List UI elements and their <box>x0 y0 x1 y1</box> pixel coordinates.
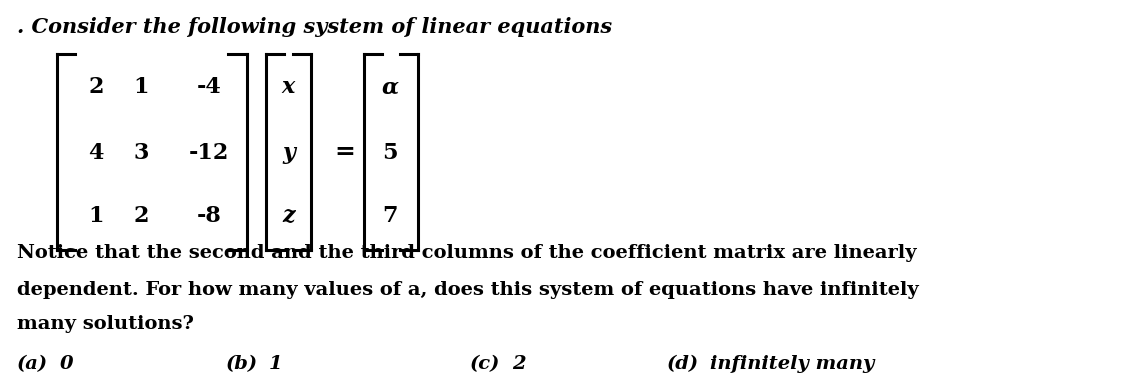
Text: 5: 5 <box>382 142 398 163</box>
Text: 4: 4 <box>88 142 104 163</box>
Text: 2: 2 <box>512 355 526 373</box>
Text: 2: 2 <box>88 76 104 98</box>
Text: -4: -4 <box>197 76 222 98</box>
Text: dependent. For how many values of a, does this system of equations have infinite: dependent. For how many values of a, doe… <box>17 281 918 299</box>
Text: -12: -12 <box>189 142 230 163</box>
Text: (c): (c) <box>469 355 500 373</box>
Text: . Consider the following system of linear equations: . Consider the following system of linea… <box>17 17 612 37</box>
Text: y: y <box>282 142 295 163</box>
Text: (a): (a) <box>17 355 49 373</box>
Text: 1: 1 <box>269 355 283 373</box>
Text: α: α <box>381 76 399 98</box>
Text: 0: 0 <box>60 355 74 373</box>
Text: 1: 1 <box>133 76 149 98</box>
Text: many solutions?: many solutions? <box>17 315 193 333</box>
Text: (d): (d) <box>667 355 699 373</box>
Text: z: z <box>282 205 295 227</box>
Text: Notice that the second and the third columns of the coefficient matrix are linea: Notice that the second and the third col… <box>17 244 916 262</box>
Text: 1: 1 <box>88 205 104 227</box>
Text: x: x <box>282 76 295 98</box>
Text: 7: 7 <box>382 205 398 227</box>
Text: infinitely many: infinitely many <box>710 355 874 373</box>
Text: -8: -8 <box>197 205 222 227</box>
Text: =: = <box>335 140 355 164</box>
Text: 3: 3 <box>133 142 149 163</box>
Text: (b): (b) <box>226 355 258 373</box>
Text: 2: 2 <box>133 205 149 227</box>
